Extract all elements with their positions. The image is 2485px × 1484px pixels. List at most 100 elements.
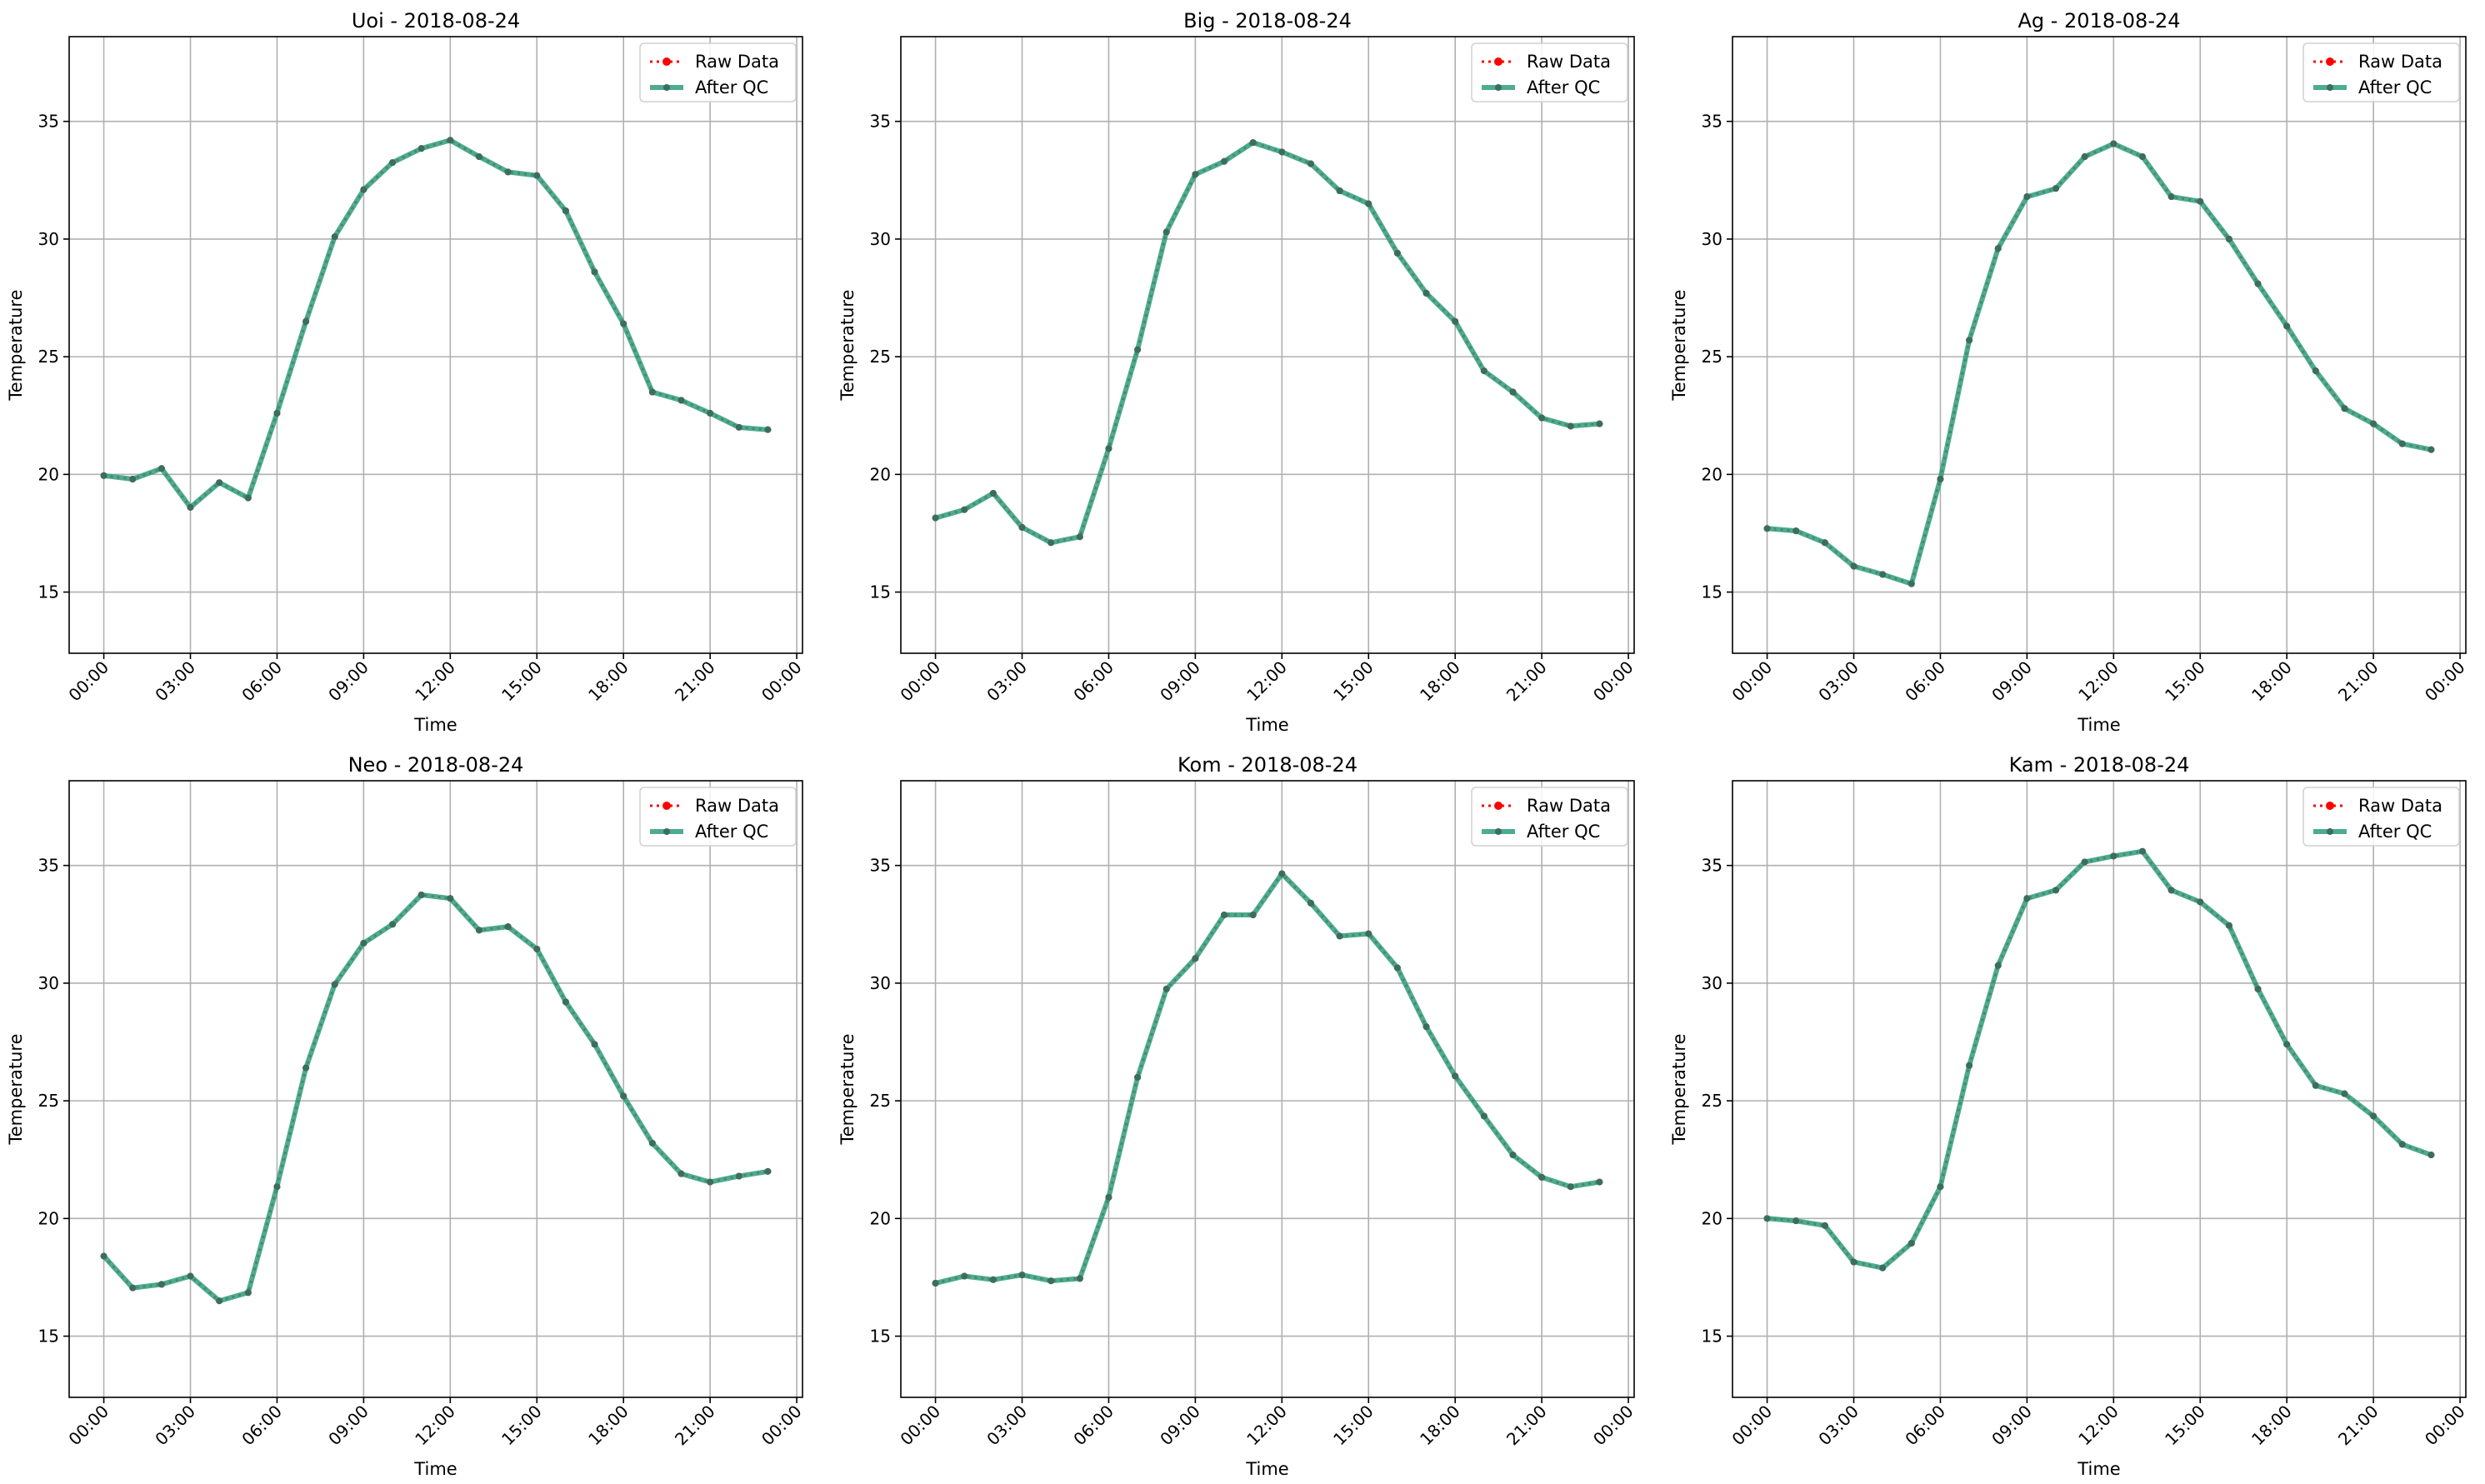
series-line-after-qc [934,871,1600,1286]
data-point-after-qc [504,168,512,176]
panel-2: 00:00 03:00 06:00 09:00 12:00 15:00 18:00 21:00… [838,9,1638,735]
data-point-after-qc [2081,858,2088,866]
series-line-raw-data [103,138,768,510]
legend-label-raw-data: Raw Data [2358,52,2442,72]
data-point-after-qc [2254,985,2262,992]
y-tick-label: 30 [1702,973,1722,993]
data-point-after-qc [1393,964,1401,972]
y-tick-label: 35 [1702,856,1722,876]
data-point-after-qc [1278,148,1286,156]
panel-title: Kom - 2018-08-24 [1178,753,1358,777]
data-point-after-qc [2428,1152,2435,1159]
data-point-after-qc [331,233,338,241]
x-tick-label: 03:00 [151,1402,199,1450]
data-point-after-qc [2225,922,2232,929]
y-tick-label: 20 [1702,464,1722,484]
data-point-after-qc [1509,388,1517,396]
data-point-after-qc [1307,899,1314,907]
data-point-after-qc [2168,887,2175,894]
legend: Raw Data After QC [639,42,797,102]
data-point-after-qc [1879,1264,1887,1272]
data-point-after-qc [2138,847,2146,855]
x-tick-label: 06:00 [1901,657,1949,706]
y-tick-label: 20 [38,1208,59,1228]
data-point-after-qc [158,1281,165,1288]
data-point-after-qc [562,207,569,215]
data-point-after-qc [158,465,165,472]
panel-title: Big - 2018-08-24 [1183,9,1352,32]
panel-5: 00:00 03:00 06:00 09:00 12:00 15:00 18:00 21:00… [838,753,1638,1479]
x-axis-label: Time [413,715,457,735]
y-axis-label: Temperature [1669,289,1689,401]
x-tick-label: 09:00 [324,1402,372,1450]
data-point-after-qc [989,1276,997,1283]
y-axis-label: Temperature [838,289,858,401]
x-tick-label: 12:00 [1242,1402,1291,1450]
data-point-after-qc [1792,527,1800,535]
x-tick-label: 09:00 [324,657,372,706]
x-tick-label: 06:00 [1069,1402,1118,1450]
plot-frame [1732,780,2467,1398]
data-point-after-qc [244,494,252,502]
data-point-after-qc [1966,337,1973,344]
y-tick-label: 35 [38,856,59,876]
x-tick-label: 15:00 [2161,657,2209,706]
data-point-after-qc [2197,197,2204,205]
data-point-after-qc [533,945,541,952]
plot-frame [68,36,803,654]
data-point-after-qc [475,153,482,161]
legend-marker-raw-data [1494,802,1502,810]
x-tick-label: 18:00 [1416,1402,1464,1450]
data-point-after-qc [1336,187,1343,194]
x-tick-label: 21:00 [2334,1402,2382,1450]
legend: Raw Data After QC [2302,787,2460,847]
data-point-after-qc [1850,1258,1858,1266]
x-tick-label: 09:00 [1988,1402,2036,1450]
x-tick-label: 12:00 [2074,657,2122,706]
x-tick-label: 09:00 [1988,657,2036,706]
x-tick-label: 18:00 [584,1402,632,1450]
data-point-after-qc [961,506,968,513]
data-point-after-qc [1076,1275,1083,1282]
x-tick-label: 21:00 [1502,657,1551,706]
data-point-after-qc [1994,962,2002,969]
data-point-after-qc [1221,157,1228,165]
data-point-after-qc [1966,1062,1973,1069]
x-tick-label: 06:00 [1901,1402,1949,1450]
y-tick-label: 25 [870,347,891,367]
data-point-after-qc [1162,228,1170,236]
y-tick-label: 25 [870,1091,891,1111]
data-point-after-qc [1567,1183,1574,1191]
data-point-after-qc [2283,1041,2291,1048]
data-point-after-qc [1249,139,1257,147]
x-tick-label: 00:00 [64,657,112,706]
x-tick-label: 00:00 [758,657,806,706]
data-point-after-qc [2023,895,2031,902]
data-point-after-qc [2370,420,2378,427]
x-tick-label: 00:00 [1728,657,1776,706]
y-tick-label: 25 [38,347,59,367]
x-tick-label: 15:00 [498,657,546,706]
data-point-after-qc [2398,1141,2406,1148]
legend-marker-raw-data [2326,802,2334,810]
data-point-after-qc [1792,1217,1800,1225]
panel-6: 00:00 03:00 06:00 09:00 12:00 15:00 18:00 21:00… [1669,753,2469,1479]
data-point-after-qc [1908,580,1915,587]
data-point-after-qc [932,1280,939,1287]
data-point-after-qc [932,514,939,522]
legend: Raw Data After QC [2302,42,2460,102]
x-tick-label: 21:00 [671,1402,719,1450]
legend-label-after-qc: After QC [695,77,768,97]
legend-marker-after-qc [663,84,670,91]
data-point-after-qc [302,317,310,325]
data-point-after-qc [1596,420,1603,427]
legend-label-raw-data: Raw Data [695,796,779,816]
data-point-after-qc [1480,1112,1488,1120]
x-tick-label: 15:00 [1329,1402,1378,1450]
x-tick-label: 03:00 [982,1402,1031,1450]
data-point-after-qc [620,320,628,327]
data-point-after-qc [1763,1215,1771,1222]
legend-marker-raw-data [662,57,671,66]
data-point-after-qc [707,409,714,417]
